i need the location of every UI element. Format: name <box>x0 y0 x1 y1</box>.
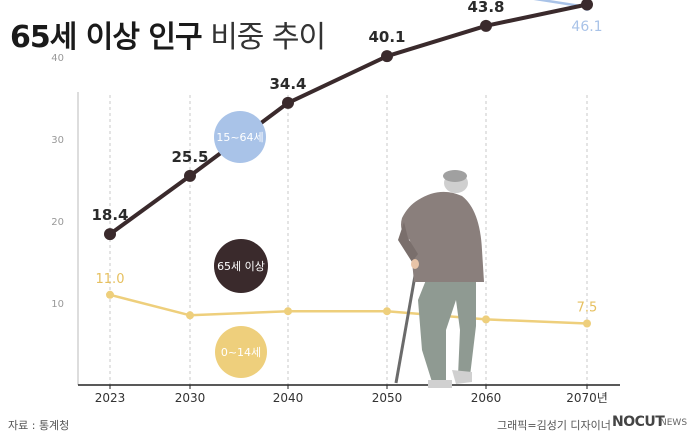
data-label-1-2050: 40.1 <box>368 28 405 46</box>
x-tick-2050: 2050 <box>372 391 403 405</box>
series-name-1: 65세 이상 <box>217 260 265 273</box>
series-2-point-2070 <box>583 319 591 328</box>
series-1-point-2023 <box>104 228 116 241</box>
x-tick-2060: 2060 <box>471 391 502 405</box>
data-label-1-2030: 25.5 <box>171 148 208 166</box>
series-bubble-2 <box>215 326 267 378</box>
series-1-point-2040 <box>282 96 294 109</box>
footer-credit: 그래픽=김성기 디자이너 <box>497 419 611 432</box>
series-2-point-2023 <box>106 290 114 299</box>
y-tick-20: 20 <box>51 217 64 228</box>
shoe-right-shape <box>452 370 472 384</box>
elderly-person-illustration <box>394 170 484 388</box>
series-name-2: 0~14세 <box>221 346 261 359</box>
legs-shape <box>418 265 476 382</box>
y-tick-10: 10 <box>51 299 64 310</box>
data-label-1-2060: 43.8 <box>467 0 504 16</box>
series-1-point-2060 <box>480 19 492 32</box>
coat-shape <box>401 191 484 282</box>
series-line-0 <box>533 0 588 9</box>
data-label-0-2070: 46.1 <box>571 19 602 35</box>
title-light: 비중 추이 <box>210 20 326 55</box>
cap-shape <box>443 170 467 182</box>
title-bold: 65세 이상 인구 <box>10 20 203 55</box>
brand-logo-sub: NEWS <box>660 418 688 428</box>
arm-shape <box>398 222 418 262</box>
y-tick-40: 40 <box>51 53 64 64</box>
series-2-point-2040 <box>284 307 292 316</box>
footer-source: 자료 : 통계청 <box>8 419 70 432</box>
data-label-2-2023: 11.0 <box>96 272 125 287</box>
series-name-0: 15~64세 <box>216 131 263 144</box>
hand-shape <box>411 259 419 269</box>
x-tick-2040: 2040 <box>273 391 304 405</box>
brand-logo: NOCUT <box>612 414 665 430</box>
series-2-point-2030 <box>186 311 194 320</box>
shoe-left-shape <box>428 380 452 388</box>
x-tick-2070: 2070년 <box>566 391 608 405</box>
series-1-point-2050 <box>381 50 393 63</box>
page-title: 65세 이상 인구 비중 추이 <box>10 12 326 56</box>
data-label-1-2023: 18.4 <box>91 206 128 224</box>
series-line-1 <box>108 2 588 236</box>
data-label-2-2070: 7.5 <box>577 301 598 316</box>
series-line-2 <box>109 293 588 325</box>
x-tick-2023: 2023 <box>95 391 126 405</box>
series-bubble-1 <box>214 239 268 293</box>
series-bubble-0 <box>214 111 266 163</box>
series-2-point-2060 <box>482 315 490 324</box>
cane-shape <box>394 269 418 384</box>
x-tick-2030: 2030 <box>175 391 206 405</box>
series-1-point-2030 <box>184 169 196 182</box>
y-tick-30: 30 <box>51 135 64 146</box>
series-2-point-2050 <box>383 307 391 316</box>
series-1-point-2070 <box>581 0 593 11</box>
data-label-1-2040: 34.4 <box>269 75 306 93</box>
